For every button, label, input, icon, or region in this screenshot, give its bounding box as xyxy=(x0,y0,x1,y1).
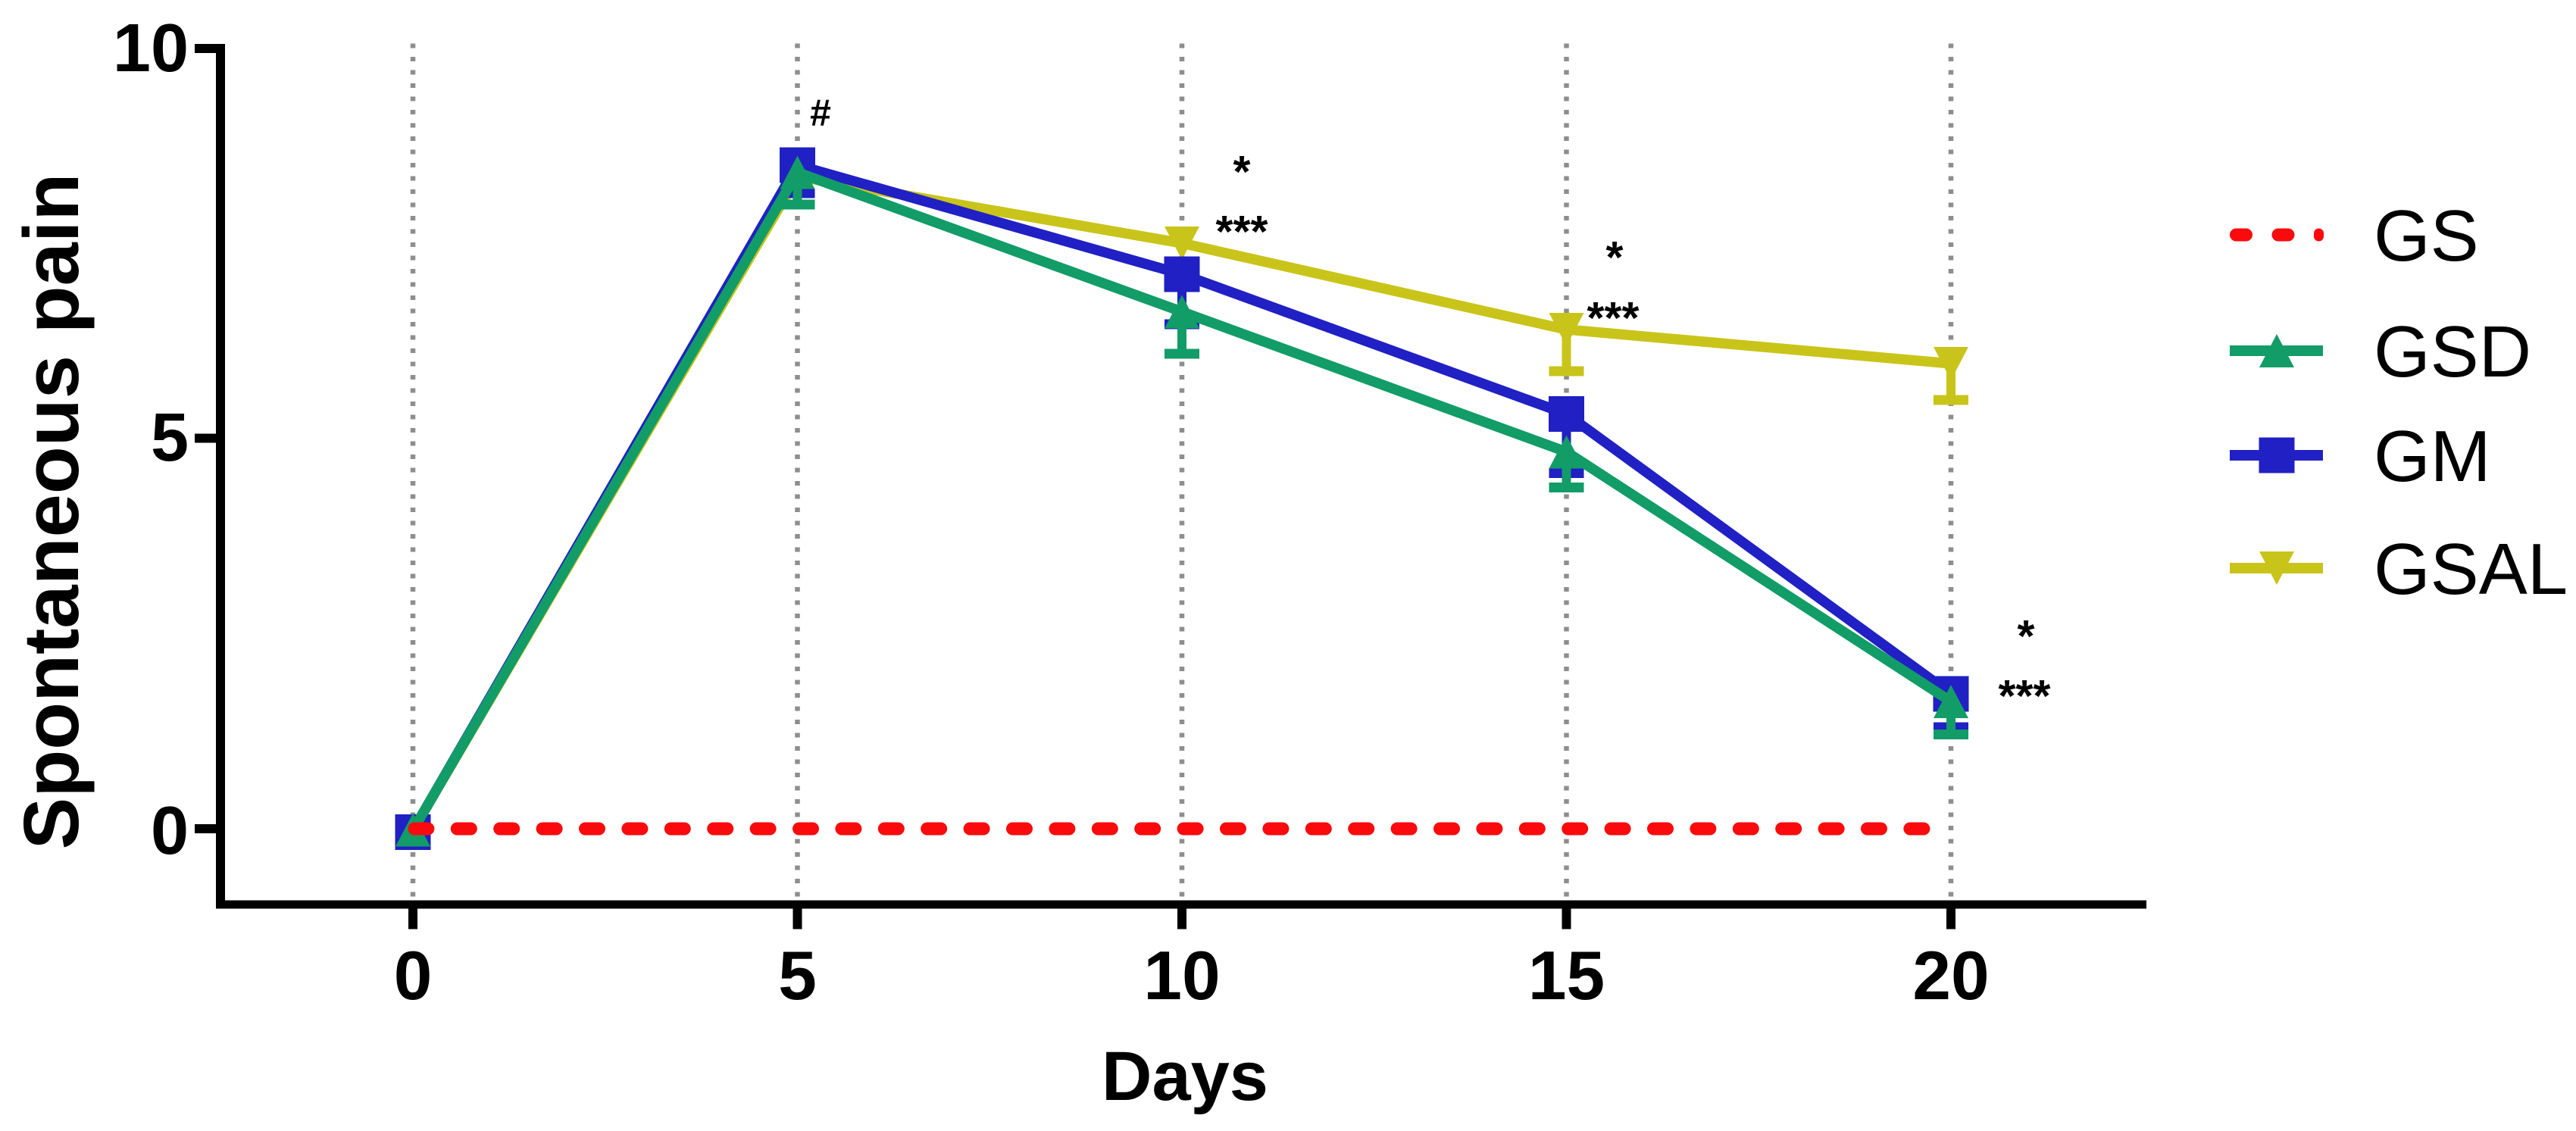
svg-text:*: * xyxy=(1606,233,1624,283)
svg-text:***: *** xyxy=(1999,671,2051,721)
svg-text:GM: GM xyxy=(2374,416,2491,497)
svg-text:***: *** xyxy=(1216,207,1268,257)
svg-text:10: 10 xyxy=(113,11,189,86)
svg-text:***: *** xyxy=(1587,293,1640,343)
svg-text:5: 5 xyxy=(778,938,817,1014)
svg-text:GSAL: GSAL xyxy=(2374,529,2568,610)
svg-text:0: 0 xyxy=(394,938,433,1014)
svg-text:Spontaneous pain: Spontaneous pain xyxy=(8,173,95,850)
svg-text:0: 0 xyxy=(151,793,189,869)
svg-text:GS: GS xyxy=(2374,195,2479,277)
svg-text:20: 20 xyxy=(1912,938,1989,1014)
svg-text:#: # xyxy=(810,92,831,134)
svg-text:*: * xyxy=(1233,147,1251,197)
svg-text:GSD: GSD xyxy=(2374,311,2531,392)
svg-text:*: * xyxy=(2018,611,2035,661)
svg-text:15: 15 xyxy=(1528,938,1605,1014)
svg-text:10: 10 xyxy=(1143,938,1220,1014)
svg-text:Days: Days xyxy=(1102,1038,1268,1115)
svg-text:5: 5 xyxy=(151,400,189,476)
